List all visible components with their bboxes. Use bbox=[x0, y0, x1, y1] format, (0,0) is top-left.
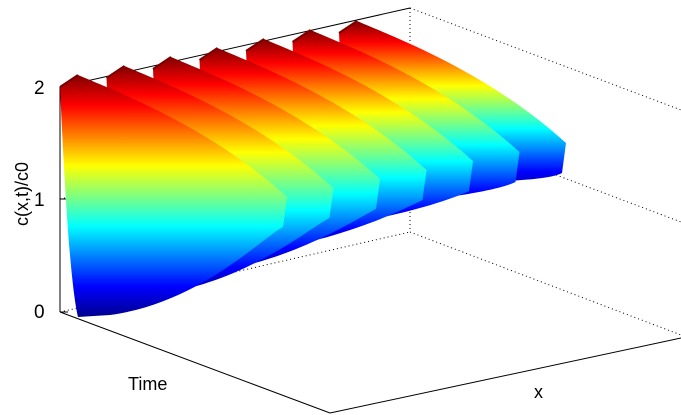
pulse-crest-1 bbox=[59, 74, 79, 88]
grid-back-bottom bbox=[409, 231, 681, 336]
z-axis-label: c(x,t)/c0 bbox=[12, 162, 32, 226]
time-axis-label: Time bbox=[128, 374, 167, 394]
grid-back-top bbox=[409, 7, 681, 111]
pulse-crest-3 bbox=[152, 56, 172, 70]
floor-front-edge bbox=[329, 337, 681, 414]
z-tick-label-1: 1 bbox=[34, 190, 45, 211]
x-axis-label: x bbox=[534, 382, 543, 402]
surface bbox=[59, 20, 566, 317]
pulse-crest-7 bbox=[338, 20, 358, 34]
floor-left-edge bbox=[59, 311, 331, 414]
pulse-crest-6 bbox=[291, 29, 312, 43]
z-tick-label-2: 2 bbox=[34, 78, 45, 99]
pulse-surface-1 bbox=[60, 75, 287, 317]
z-tick-label-0: 0 bbox=[34, 302, 45, 323]
pulse-crest-2 bbox=[105, 65, 126, 79]
pulse-crest-5 bbox=[245, 38, 265, 52]
pulse-crest-4 bbox=[198, 47, 219, 61]
